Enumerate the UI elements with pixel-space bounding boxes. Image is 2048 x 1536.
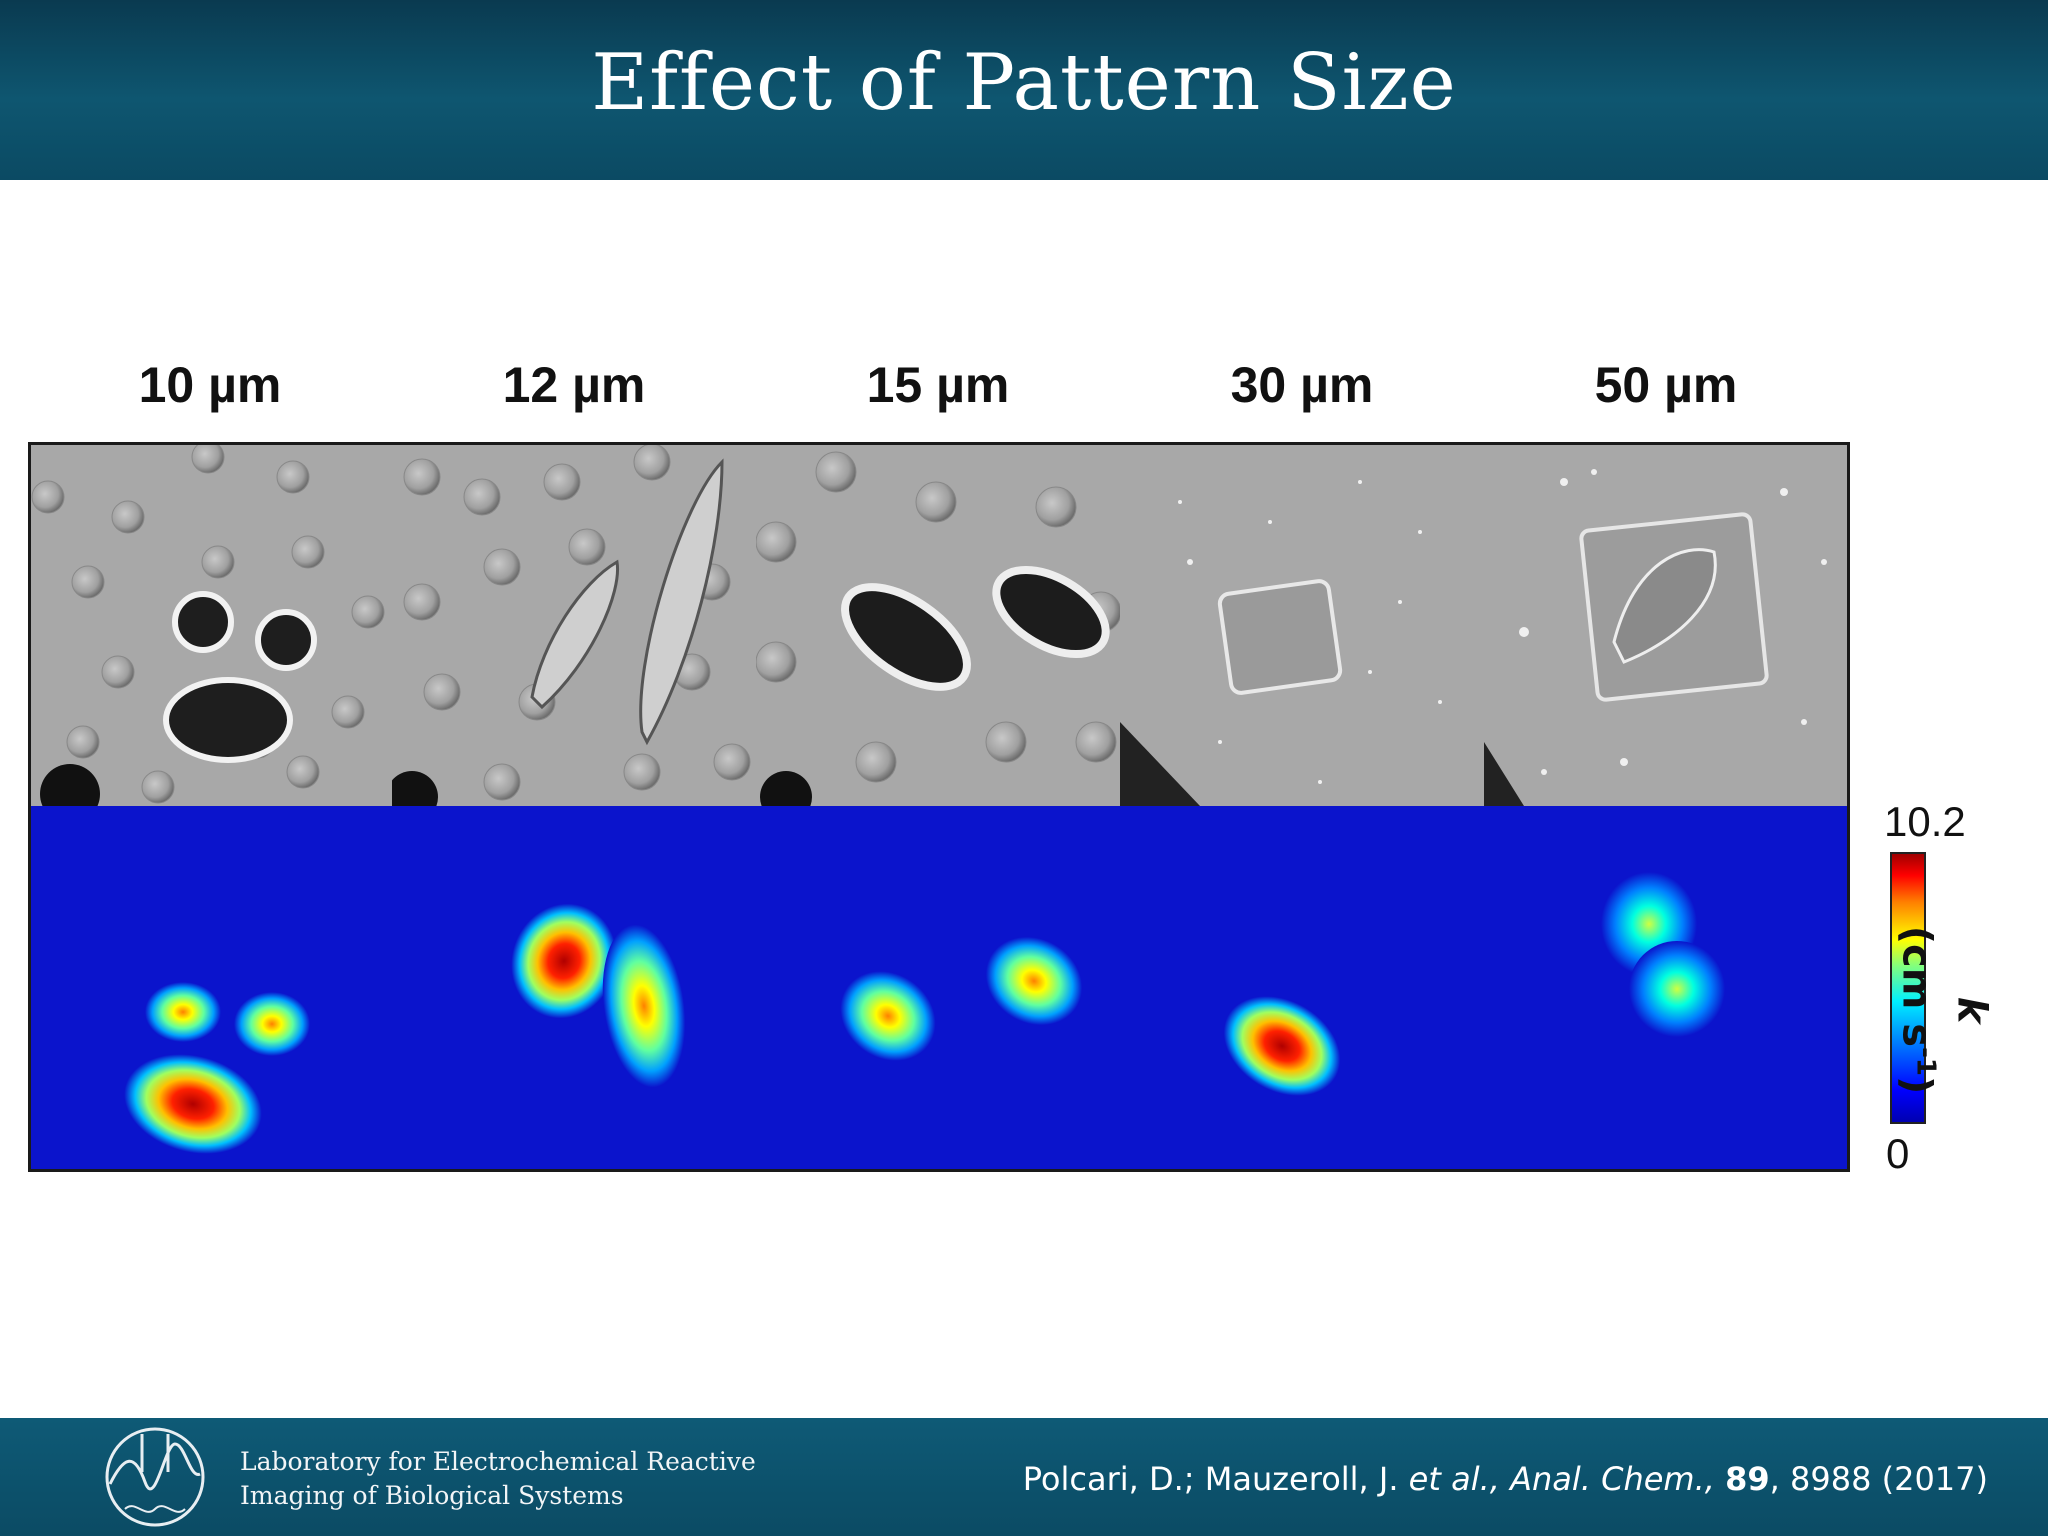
column-label-50um: 50 µm — [1594, 357, 1738, 413]
colorbar-units: (cm s-1) — [1893, 925, 1941, 1095]
slide-header: Effect of Pattern Size — [0, 0, 2048, 180]
column-label-30um: 30 µm — [1230, 357, 1374, 413]
column-label-12um: 12 µm — [502, 357, 646, 413]
lab-name-line2: Imaging of Biological Systems — [240, 1481, 624, 1510]
lab-logo — [105, 1427, 205, 1527]
column-label-15um: 15 µm — [866, 357, 1010, 413]
micrograph-30um — [1120, 442, 1484, 806]
heatmap-15um — [756, 806, 1120, 1170]
colorbar-max-label: 10.2 — [1884, 798, 1966, 845]
micrograph-12um — [392, 442, 756, 806]
slide-footer — [0, 1418, 2048, 1536]
colorbar-axis-label: k (cm s-1) — [1893, 926, 1994, 1095]
colorbar — [1890, 852, 1926, 1124]
lab-name-line1: Laboratory for Electrochemical Reactive — [240, 1447, 756, 1476]
heatmap-12um — [392, 806, 756, 1170]
colorbar-min-label: 0 — [1886, 1130, 1910, 1177]
citation: Polcari, D.; Mauzeroll, J. et al., Anal.… — [1022, 1460, 1988, 1498]
micrograph-50um — [1484, 442, 1848, 806]
colorbar-symbol: k — [1948, 996, 1995, 1024]
heatmap-50um — [1484, 806, 1848, 1170]
lab-name: Laboratory for Electrochemical Reactive … — [240, 1445, 756, 1513]
heatmap-30um — [1120, 806, 1484, 1170]
column-label-10um: 10 µm — [138, 357, 282, 413]
micrograph-10um — [28, 442, 392, 806]
micrograph-15um — [756, 442, 1120, 806]
slide-title: Effect of Pattern Size — [591, 38, 1457, 128]
heatmap-10um — [28, 806, 392, 1170]
